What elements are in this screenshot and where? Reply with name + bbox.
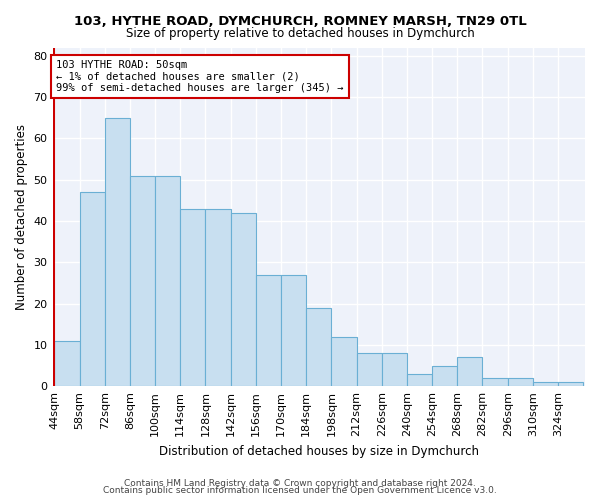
- Bar: [457, 358, 482, 386]
- Bar: [482, 378, 508, 386]
- Bar: [130, 176, 155, 386]
- Bar: [180, 208, 205, 386]
- Bar: [80, 192, 105, 386]
- Bar: [558, 382, 583, 386]
- Bar: [256, 274, 281, 386]
- Bar: [432, 366, 457, 386]
- Bar: [155, 176, 180, 386]
- Bar: [407, 374, 432, 386]
- Bar: [508, 378, 533, 386]
- Bar: [331, 336, 356, 386]
- Text: Contains public sector information licensed under the Open Government Licence v3: Contains public sector information licen…: [103, 486, 497, 495]
- Y-axis label: Number of detached properties: Number of detached properties: [15, 124, 28, 310]
- Bar: [382, 353, 407, 386]
- Bar: [306, 308, 331, 386]
- Bar: [55, 340, 80, 386]
- Text: Contains HM Land Registry data © Crown copyright and database right 2024.: Contains HM Land Registry data © Crown c…: [124, 478, 476, 488]
- Text: Size of property relative to detached houses in Dymchurch: Size of property relative to detached ho…: [125, 28, 475, 40]
- Text: 103, HYTHE ROAD, DYMCHURCH, ROMNEY MARSH, TN29 0TL: 103, HYTHE ROAD, DYMCHURCH, ROMNEY MARSH…: [74, 15, 526, 28]
- Text: 103 HYTHE ROAD: 50sqm
← 1% of detached houses are smaller (2)
99% of semi-detach: 103 HYTHE ROAD: 50sqm ← 1% of detached h…: [56, 60, 344, 93]
- Bar: [105, 118, 130, 386]
- Bar: [281, 274, 306, 386]
- Bar: [205, 208, 230, 386]
- X-axis label: Distribution of detached houses by size in Dymchurch: Distribution of detached houses by size …: [159, 444, 479, 458]
- Bar: [533, 382, 558, 386]
- Bar: [356, 353, 382, 386]
- Bar: [230, 212, 256, 386]
